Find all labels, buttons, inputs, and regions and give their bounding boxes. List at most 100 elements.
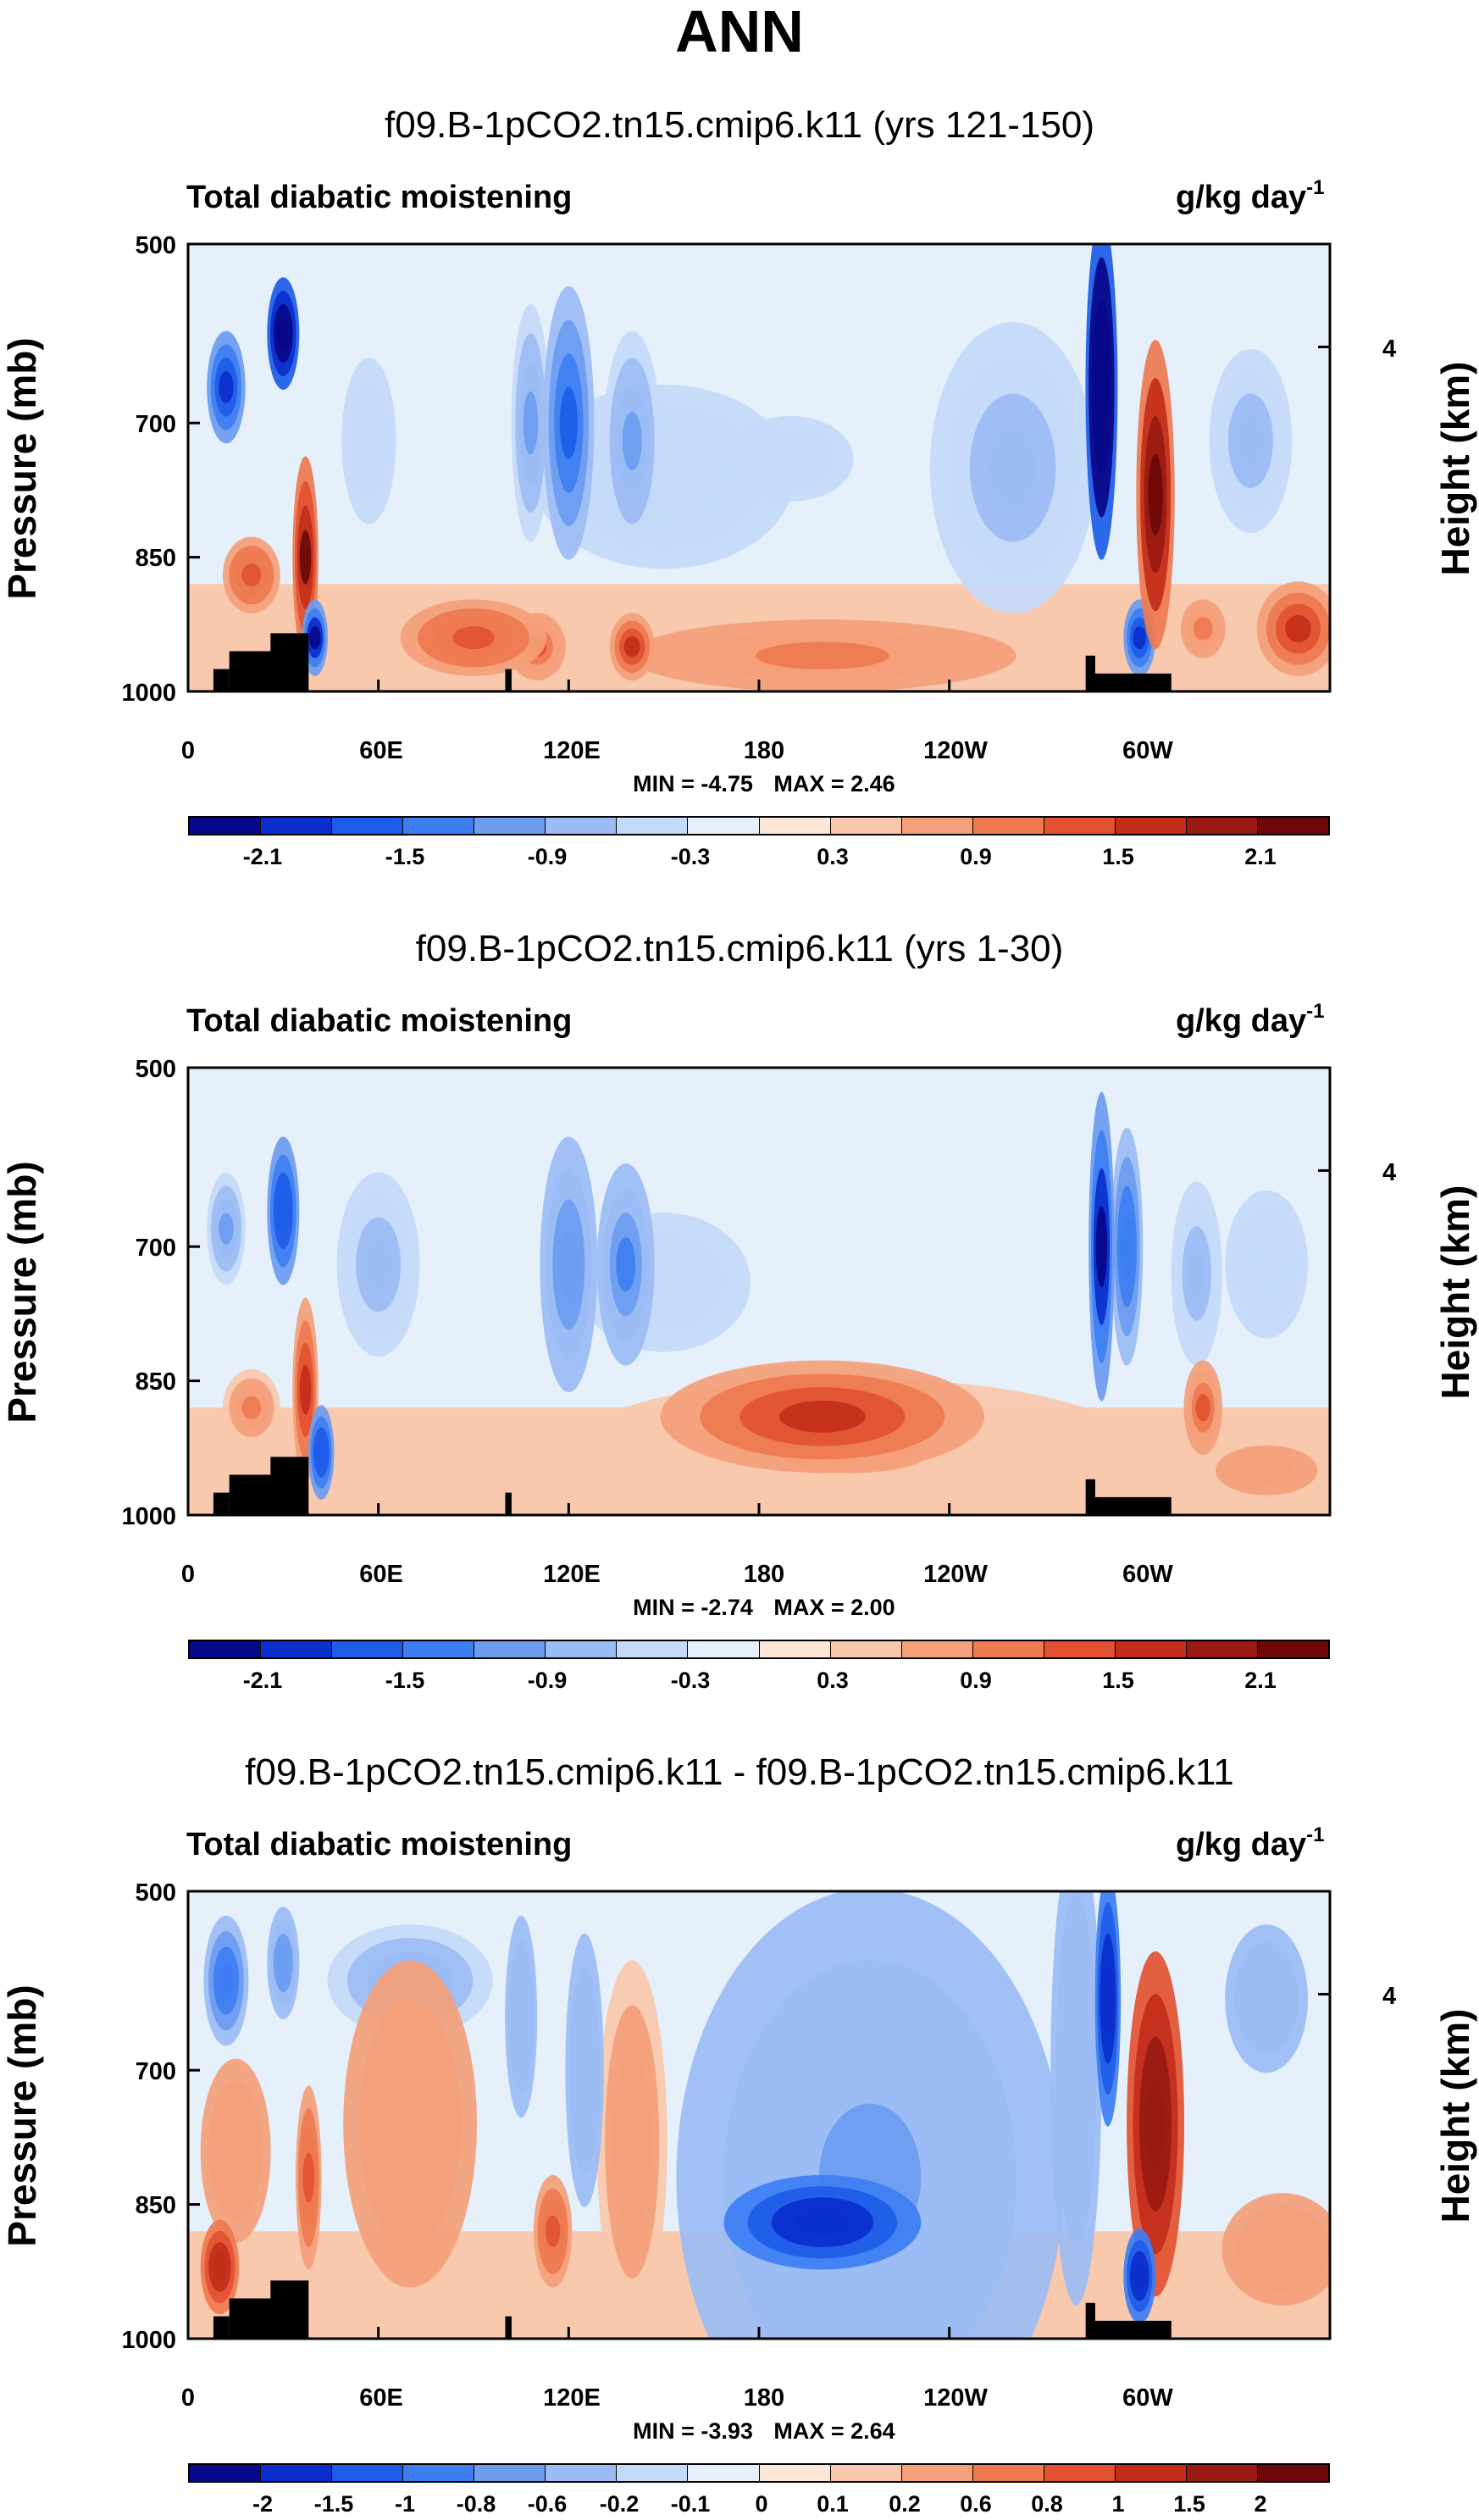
- colorbar-swatch: [972, 2465, 1044, 2481]
- topography-mask: [213, 1492, 230, 1515]
- panel-3-xtick-0: 0: [180, 2384, 196, 2412]
- panel-2-max-label: MAX = 2.00: [773, 1595, 895, 1620]
- panel-1-cb-label: 2.1: [1244, 844, 1277, 869]
- colorbar-swatch: [1115, 1641, 1187, 1657]
- panel-1-xtick-0: 0: [180, 737, 196, 764]
- panel-3-cb-label: 0.2: [889, 2491, 921, 2517]
- panel-2-units-exp: -1: [1306, 1000, 1325, 1023]
- panel-1-units-exp: -1: [1306, 176, 1325, 199]
- panel-2-cb-label: -0.9: [527, 1668, 568, 1693]
- panel-3-plot: [186, 1890, 1332, 2340]
- topography-mask: [505, 2316, 512, 2339]
- panel-1-xtick-60w: 60W: [1122, 737, 1173, 764]
- contour-fill: [545, 2215, 561, 2248]
- contour-fill: [1102, 1964, 1114, 2033]
- panel-1-cb-label: 0.9: [960, 844, 992, 869]
- topography-mask: [1088, 2320, 1172, 2339]
- contour-fill: [756, 641, 889, 669]
- contour-fill: [1188, 1248, 1206, 1299]
- panel-2-xtick-180: 180: [743, 1561, 785, 1588]
- panel-1-ylabel-right: Height (km): [1433, 361, 1477, 576]
- panel-2-ylabel: Pressure (mb): [0, 1161, 44, 1424]
- colorbar-swatch: [1044, 2465, 1116, 2481]
- topography-mask: [1085, 655, 1095, 691]
- panel-3-left-string: Total diabatic moistening: [186, 1827, 573, 1862]
- field-layer: [188, 244, 1330, 691]
- contour-fill: [276, 1946, 291, 1979]
- panel-3-max-label: MAX = 2.64: [773, 2418, 895, 2444]
- contour-fill: [577, 2034, 592, 2106]
- topography-mask: [1085, 1479, 1095, 1515]
- contour-fill: [616, 1237, 636, 1292]
- panel-3-xtick-180: 180: [743, 2384, 785, 2412]
- contour-fill: [357, 411, 380, 470]
- panel-2-cb-label: -1.5: [385, 1668, 425, 1693]
- contour-fill: [1264, 2233, 1300, 2266]
- contour-fill: [299, 1364, 312, 1415]
- contour-fill: [523, 391, 539, 455]
- contour-fill: [623, 636, 640, 658]
- panel-2-ytick-850: 850: [135, 1368, 176, 1396]
- contour-fill: [1133, 626, 1147, 650]
- panel-1-colorbar: [188, 816, 1330, 835]
- colorbar-swatch: [972, 818, 1044, 834]
- colorbar-swatch: [1257, 818, 1328, 834]
- colorbar-swatch: [1115, 818, 1187, 834]
- panel-3-cb-label: 0.1: [817, 2491, 849, 2517]
- colorbar-swatch: [830, 2465, 902, 2481]
- panel-2-plot: [186, 1066, 1332, 1517]
- contour-fill: [1145, 2079, 1166, 2169]
- contour-fill: [1094, 341, 1109, 433]
- colorbar-swatch: [261, 818, 333, 834]
- contour-fill: [1238, 415, 1264, 466]
- colorbar-swatch: [1186, 2465, 1258, 2481]
- colorbar-swatch: [972, 1641, 1044, 1657]
- contour-fill: [1095, 1206, 1108, 1288]
- colorbar-swatch: [617, 2465, 689, 2481]
- panel-2-min-label: MIN = -2.74: [633, 1595, 753, 1620]
- panel-3-cb-label: -0.2: [599, 2491, 640, 2517]
- colorbar-swatch: [546, 2465, 618, 2481]
- panel-1-height-tick-4: 4: [1382, 336, 1397, 363]
- contour-fill: [1239, 1457, 1294, 1485]
- contour-fill: [514, 1989, 528, 2044]
- panel-1-xtick-120w: 120W: [923, 737, 988, 764]
- colorbar-swatch: [759, 2465, 831, 2481]
- field-layer: [188, 1891, 1330, 2339]
- panel-3-cb-label: -1: [394, 2491, 416, 2517]
- colorbar-swatch: [1115, 2465, 1187, 2481]
- colorbar-swatch: [474, 2465, 546, 2481]
- contour-fill: [622, 411, 642, 470]
- colorbar-swatch: [901, 2465, 973, 2481]
- contour-fill: [1120, 1214, 1134, 1279]
- topography-mask: [1088, 1496, 1172, 1515]
- panel-2-xtick-120w: 120W: [923, 1561, 988, 1588]
- contour-fill: [315, 1438, 328, 1467]
- topography-mask: [270, 1457, 309, 1515]
- panel-3-ylabel-right: Height (km): [1433, 2008, 1477, 2223]
- panel-2-xtick-60w: 60W: [1122, 1561, 1173, 1588]
- contour-fill: [1133, 2262, 1147, 2290]
- contour-fill: [308, 626, 321, 650]
- topography-mask: [213, 2316, 230, 2339]
- colorbar-swatch: [830, 818, 902, 834]
- contour-fill: [779, 1401, 866, 1433]
- colorbar-swatch: [546, 1641, 618, 1657]
- panel-1-cb-label: -1.5: [385, 844, 425, 869]
- panel-2-cb-label: -0.3: [670, 1668, 711, 1693]
- panel-1-title: f09.B-1pCO2.tn15.cmip6.k11 (yrs 121-150): [384, 104, 1095, 146]
- colorbar-swatch: [403, 2465, 475, 2481]
- panel-2-units: g/kg day-1: [1176, 1002, 1325, 1038]
- panel-3-colorbar: [188, 2463, 1330, 2483]
- contour-fill: [391, 2081, 429, 2168]
- contour-fill: [1066, 2009, 1085, 2131]
- panel-3-cb-label: 0.6: [960, 2491, 992, 2517]
- contour-fill: [218, 1962, 235, 2000]
- contour-fill: [558, 1230, 579, 1299]
- topography-mask: [213, 669, 230, 691]
- colorbar-swatch: [830, 1641, 902, 1657]
- colorbar-swatch: [1257, 1641, 1328, 1657]
- panel-2-cb-label: 0.3: [817, 1668, 849, 1693]
- colorbar-swatch: [474, 818, 546, 834]
- colorbar-swatch: [403, 818, 475, 834]
